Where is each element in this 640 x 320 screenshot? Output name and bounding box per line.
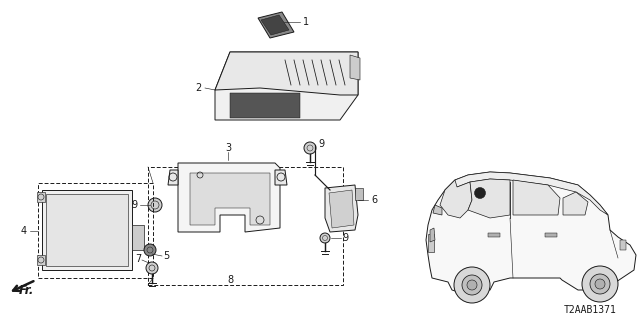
Bar [42, 190, 132, 270]
Bar [148, 167, 343, 285]
Text: 5: 5 [163, 251, 169, 261]
Polygon shape [433, 205, 442, 215]
Bar [37, 192, 45, 202]
Text: Fr.: Fr. [19, 284, 34, 298]
Circle shape [146, 262, 158, 274]
Circle shape [582, 266, 618, 302]
Circle shape [454, 267, 490, 303]
Circle shape [148, 198, 162, 212]
Bar [545, 233, 557, 237]
Circle shape [467, 280, 477, 290]
Circle shape [595, 279, 605, 289]
Polygon shape [168, 170, 178, 185]
Polygon shape [215, 52, 358, 120]
Circle shape [474, 188, 486, 198]
Polygon shape [430, 228, 435, 242]
Bar [488, 233, 500, 237]
Polygon shape [329, 190, 354, 228]
Text: 6: 6 [371, 195, 377, 205]
Text: 4: 4 [21, 226, 27, 236]
Text: 9: 9 [131, 200, 137, 210]
Polygon shape [440, 180, 472, 218]
Bar [37, 255, 45, 265]
Polygon shape [468, 179, 510, 218]
Bar [132, 225, 144, 250]
Text: 9: 9 [318, 139, 324, 149]
Bar [620, 240, 626, 250]
Circle shape [590, 274, 610, 294]
Text: 3: 3 [225, 143, 231, 153]
Polygon shape [563, 192, 588, 215]
Polygon shape [426, 172, 636, 295]
Polygon shape [275, 170, 287, 185]
Polygon shape [445, 172, 608, 215]
Text: T2AAB1371: T2AAB1371 [564, 305, 616, 315]
Polygon shape [178, 163, 280, 232]
Polygon shape [215, 52, 358, 95]
Polygon shape [325, 185, 358, 232]
Bar [38, 183, 153, 278]
Polygon shape [350, 55, 360, 80]
Text: 8: 8 [227, 275, 233, 285]
Polygon shape [513, 180, 560, 215]
Text: 7: 7 [135, 254, 141, 264]
Bar [46, 194, 128, 266]
Polygon shape [258, 12, 294, 38]
Polygon shape [261, 15, 289, 35]
Text: 1: 1 [303, 17, 309, 27]
Text: 9: 9 [342, 233, 348, 243]
Polygon shape [190, 173, 270, 225]
Bar [428, 234, 434, 252]
Text: 2: 2 [196, 83, 202, 93]
Circle shape [462, 275, 482, 295]
Circle shape [304, 142, 316, 154]
Bar [230, 93, 300, 118]
Circle shape [144, 244, 156, 256]
Bar [355, 188, 363, 200]
Circle shape [320, 233, 330, 243]
